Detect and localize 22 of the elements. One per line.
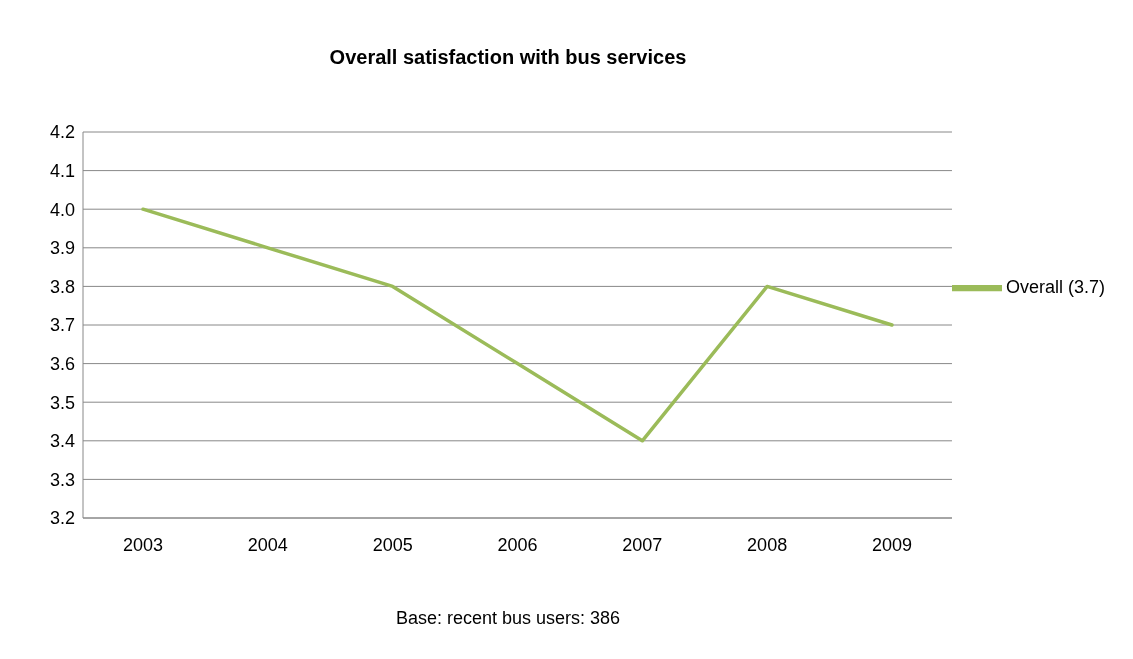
y-tick-label: 3.7: [49, 315, 75, 336]
line-series: [141, 207, 894, 443]
y-tick-label: 3.6: [49, 353, 75, 374]
y-tick-label: 3.8: [49, 276, 75, 297]
y-tick-label: 3.3: [49, 469, 75, 490]
chart-title: Overall satisfaction with bus services: [328, 46, 688, 69]
y-tick-label: 4.1: [49, 160, 75, 181]
y-tick-label: 3.5: [49, 392, 75, 413]
x-tick-label: 2008: [747, 534, 788, 555]
y-tick-label: 4.0: [49, 199, 75, 220]
x-tick-label: 2009: [871, 534, 912, 555]
y-tick-label: 3.4: [49, 431, 75, 452]
x-axis-title: Base: recent bus users: 386: [394, 608, 622, 629]
y-tick-label: 4.2: [49, 122, 75, 143]
y-tick-label: 3.9: [49, 238, 75, 259]
legend-label: Overall (3.7): [1005, 276, 1105, 297]
y-tick-label: 3.2: [49, 508, 75, 529]
x-tick-label: 2004: [247, 534, 288, 555]
x-tick-label: 2003: [122, 534, 164, 555]
x-tick-label: 2005: [372, 534, 413, 555]
x-tick-label: 2007: [622, 534, 663, 555]
x-tick-label: 2006: [497, 534, 538, 555]
